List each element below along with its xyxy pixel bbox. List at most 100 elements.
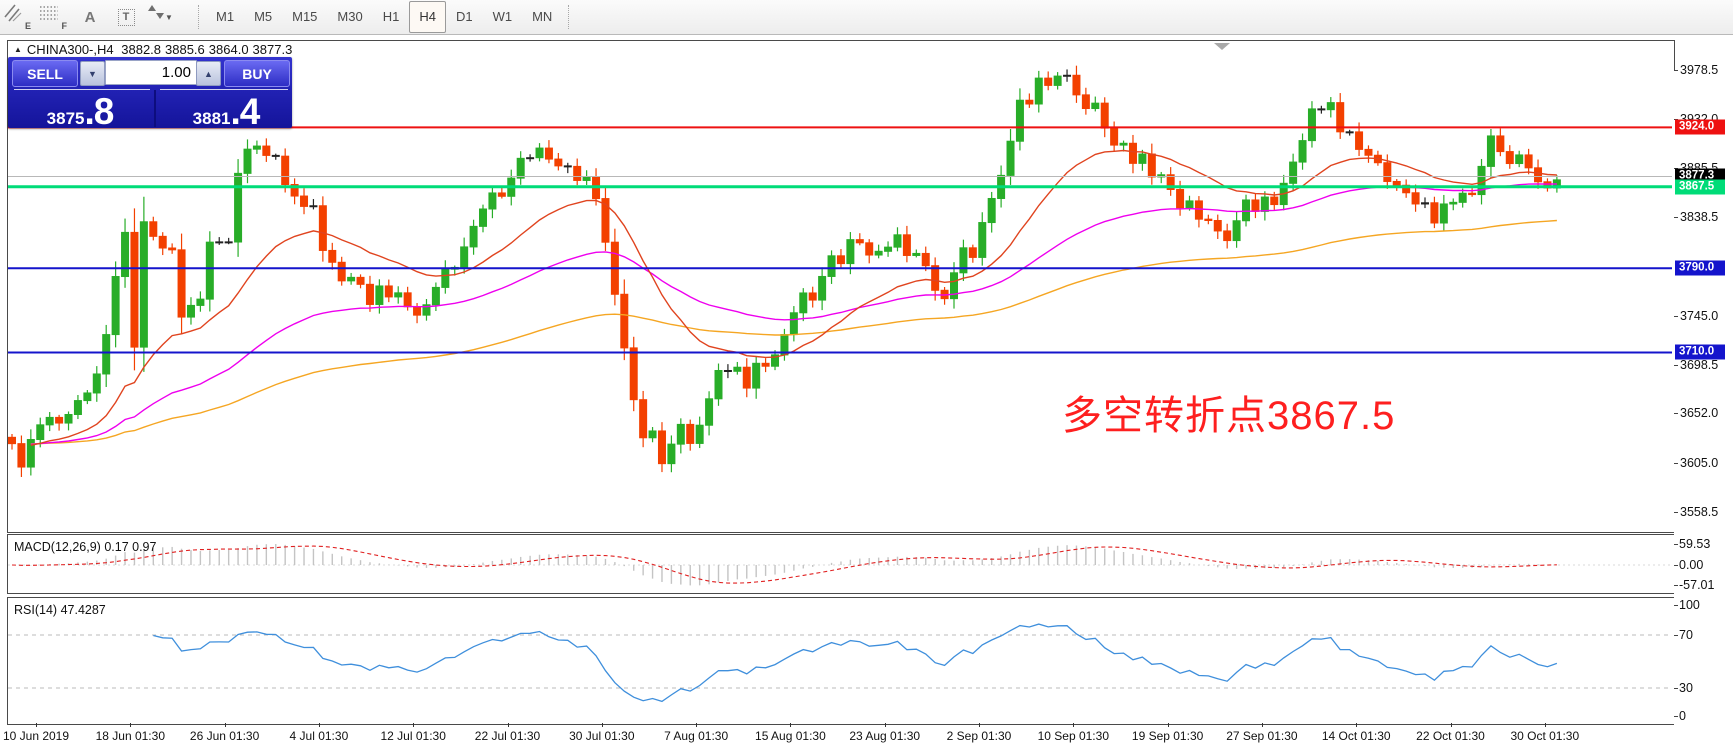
rsi-canvas[interactable] xyxy=(8,597,1672,722)
toolbar-separator xyxy=(568,5,570,29)
macd-tick-mark xyxy=(1674,585,1678,587)
time-tick-label: 22 Jul 01:30 xyxy=(474,729,541,743)
timeframe-M30[interactable]: M30 xyxy=(337,9,363,24)
price-chart-pane[interactable] xyxy=(7,40,1675,533)
time-tick-label: 22 Oct 01:30 xyxy=(1416,729,1485,743)
timeframe-M15[interactable]: M15 xyxy=(292,9,318,24)
price-tick-label: 3838.5 xyxy=(1680,210,1719,225)
price-tick-mark xyxy=(1674,413,1678,415)
moving-average-line xyxy=(30,183,1557,445)
rsi-tick-label: 30 xyxy=(1679,681,1693,695)
volume-decrease-button[interactable]: ▼ xyxy=(80,61,105,86)
rsi-tick-label: 0 xyxy=(1679,709,1686,723)
time-tick-label: 12 Jul 01:30 xyxy=(380,729,446,743)
timeframe-M1[interactable]: M1 xyxy=(216,9,235,24)
chart-window[interactable] xyxy=(0,35,1733,748)
dropdown-caret-icon: ▼ xyxy=(165,12,173,22)
ohlc-high: 3885.6 xyxy=(165,42,205,57)
time-tick-mark xyxy=(601,723,603,727)
price-tick-mark xyxy=(1674,167,1678,169)
time-tick-label: 10 Jun 2019 xyxy=(2,729,70,743)
price-level-label: 3924.0 xyxy=(1675,119,1725,135)
toolbar: E F A T ▼ M1 M5 M15 M30 H1 H4 D1 W1 MN xyxy=(0,0,1733,35)
time-tick-mark xyxy=(884,723,886,727)
time-tick-mark xyxy=(130,723,132,727)
volume-input[interactable] xyxy=(105,60,197,85)
time-tick-mark xyxy=(790,723,792,727)
buy-price[interactable]: 3881.4 xyxy=(192,91,261,132)
time-tick-label: 14 Oct 01:30 xyxy=(1321,729,1391,743)
time-tick-mark xyxy=(696,723,698,727)
price-tick-mark xyxy=(1674,462,1678,464)
price-tick-label: 3978.5 xyxy=(1680,63,1719,77)
time-tick-label: 10 Sep 01:30 xyxy=(1037,729,1109,743)
equidistant-channel-icon[interactable]: E xyxy=(2,2,34,32)
time-tick-mark xyxy=(979,723,980,727)
timeframe-MN[interactable]: MN xyxy=(532,9,553,24)
price-tick-label: 3652.0 xyxy=(1680,406,1719,421)
rsi-tick-label: 70 xyxy=(1679,628,1693,642)
macd-tick-label: 59.53 xyxy=(1679,536,1711,551)
time-tick-label: 7 Aug 01:30 xyxy=(664,729,729,743)
sell-button[interactable]: SELL xyxy=(12,60,78,87)
time-tick-label: 2 Sep 01:30 xyxy=(946,729,1012,743)
rsi-tick-label: 100 xyxy=(1679,598,1700,612)
time-tick-mark xyxy=(1356,723,1358,727)
macd-canvas[interactable] xyxy=(8,534,1672,592)
one-click-trading-panel: SELL ▼ ▲ BUY 3875.8 3881.4 xyxy=(8,57,292,132)
price-level-label: 3710.0 xyxy=(1675,344,1725,360)
macd-tick-label: -57.01 xyxy=(1679,578,1715,593)
annotation-text: 多空转折点3867.5 xyxy=(1062,394,1396,438)
time-tick-label: 15 Aug 01:30 xyxy=(755,729,826,743)
rsi-pane[interactable] xyxy=(7,597,1675,725)
time-tick-mark xyxy=(1544,723,1546,727)
macd-signal-line xyxy=(11,545,1557,584)
moving-average-line xyxy=(30,219,1557,445)
volume-increase-button[interactable]: ▲ xyxy=(196,61,221,86)
price-tick-mark xyxy=(1674,511,1678,513)
rsi-tick-mark xyxy=(1674,716,1678,717)
chart-shift-marker xyxy=(1214,43,1230,50)
rsi-line xyxy=(153,623,1558,703)
timeframe-M5[interactable]: M5 xyxy=(254,9,273,24)
tool-badge: F xyxy=(61,21,68,31)
timeframe-H4[interactable]: H4 xyxy=(409,1,446,33)
timeframe-group: M1 M5 M15 M30 H1 H4 D1 W1 MN xyxy=(206,1,562,33)
price-tick-label: 3605.0 xyxy=(1680,455,1719,470)
rsi-tick-mark xyxy=(1674,635,1678,636)
buy-button[interactable]: BUY xyxy=(224,60,290,87)
chart-symbol-title: ▲ CHINA300-,H4 3882.8 3885.6 3864.0 3877.3 xyxy=(14,42,296,57)
price-level-label: 3790.0 xyxy=(1675,260,1725,276)
fibonacci-icon[interactable]: F xyxy=(38,2,70,32)
macd-tick-mark xyxy=(1674,565,1678,566)
price-tick-label: 3698.5 xyxy=(1680,357,1719,372)
macd-tick-mark xyxy=(1674,543,1678,545)
tool-badge: E xyxy=(24,21,31,31)
time-tick-mark xyxy=(224,723,226,727)
time-tick-mark xyxy=(1261,723,1263,727)
time-tick-mark xyxy=(1167,723,1169,727)
symbol-marker-icon: ▲ xyxy=(14,45,22,54)
ohlc-open: 3882.8 xyxy=(121,42,162,57)
symbol-timeframe: CHINA300-,H4 xyxy=(26,42,114,57)
buy-underline xyxy=(160,89,288,90)
macd-label: MACD(12,26,9) 0.17 0.97 xyxy=(14,540,157,554)
timeframe-W1[interactable]: W1 xyxy=(492,9,513,24)
rsi-tick-mark xyxy=(1674,605,1678,606)
price-tick-mark xyxy=(1674,70,1678,71)
price-tick-label: 3745.0 xyxy=(1680,308,1719,323)
price-tick-mark xyxy=(1674,315,1678,317)
toolbar-separator xyxy=(198,5,200,29)
arrow-objects-icon[interactable]: ▼ xyxy=(146,2,190,32)
time-tick-mark xyxy=(1073,723,1075,727)
text-box-icon[interactable]: T xyxy=(110,2,142,32)
price-level-label: 3867.5 xyxy=(1675,179,1725,195)
timeframe-D1[interactable]: D1 xyxy=(455,9,473,24)
panel-divider xyxy=(154,90,156,127)
timeframe-H1[interactable]: H1 xyxy=(382,9,400,24)
candlestick-canvas[interactable] xyxy=(8,40,1672,531)
sell-price[interactable]: 3875.8 xyxy=(46,91,115,132)
text-label-icon[interactable]: A xyxy=(84,8,96,26)
time-tick-mark xyxy=(318,723,320,727)
